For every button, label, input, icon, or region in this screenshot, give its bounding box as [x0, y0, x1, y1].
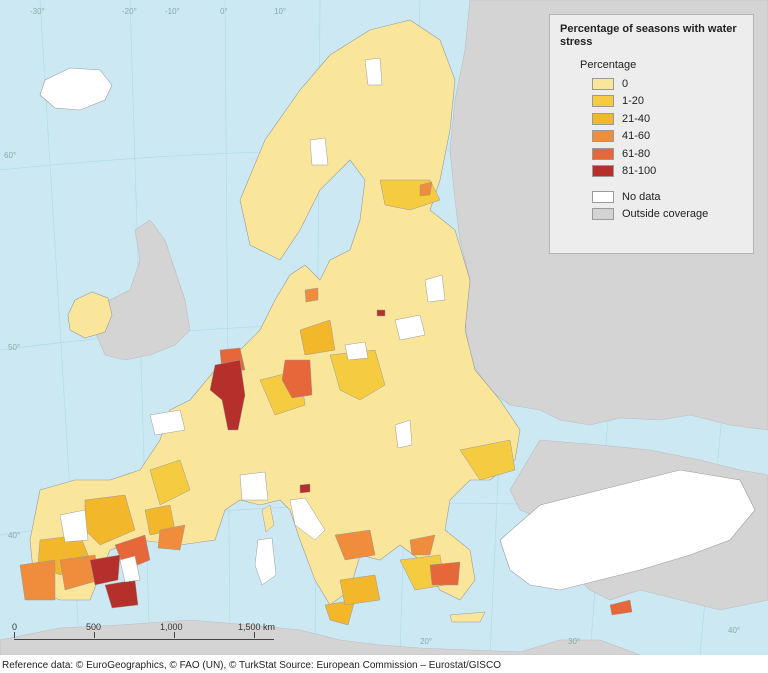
scale-tick: [174, 632, 175, 638]
lon-label: 20°: [420, 637, 432, 646]
legend-item: Outside coverage: [592, 206, 743, 224]
legend-label: 21-40: [622, 112, 651, 125]
sardinia: [254, 537, 277, 586]
legend-swatch: [592, 147, 614, 160]
turkey: [499, 469, 756, 591]
legend-label: 0: [622, 77, 629, 90]
lon-label: -20°: [122, 7, 137, 16]
footer-credits: Reference data: © EuroGeographics, © FAO…: [2, 660, 501, 671]
graticule-labels: -30° -20° -10° 0° 10° 20° 30° 40° 60° 50…: [4, 7, 740, 646]
ireland: [67, 291, 113, 339]
legend-swatch: [592, 190, 614, 203]
legend-title: Percentage of seasons with water stress: [560, 23, 737, 48]
legend-item: 81-100: [592, 163, 743, 181]
legend-swatch: [592, 112, 614, 125]
legend-swatch: [592, 95, 614, 108]
regions: [19, 57, 516, 609]
legend-swatch: [592, 77, 614, 90]
scale-label: 1,500 km: [238, 622, 276, 632]
lon-label: -30°: [30, 7, 45, 16]
legend-label: 41-60: [622, 130, 651, 143]
lat-label: 50°: [8, 343, 20, 352]
legend-subtitle: Percentage: [580, 59, 637, 71]
legend-swatch: [592, 165, 614, 178]
crete: [449, 611, 486, 623]
legend: Percentage of seasons with water stress …: [549, 14, 754, 254]
continent-base: [29, 19, 521, 606]
scale-bar: 0 500 1,000 1,500 km: [10, 622, 290, 644]
legend-swatch: [592, 208, 614, 221]
legend-item: 41-60: [592, 128, 743, 146]
lon-label: -10°: [165, 7, 180, 16]
legend-label: 61-80: [622, 147, 651, 160]
cyprus: [609, 599, 633, 616]
legend-label: 81-100: [622, 165, 657, 178]
lat-label: 60°: [4, 151, 16, 160]
scale-line: [14, 636, 274, 640]
legend-item: 61-80: [592, 145, 743, 163]
legend-swatch: [592, 130, 614, 143]
legend-item: No data: [592, 188, 743, 206]
legend-label: No data: [622, 190, 661, 203]
lon-label: 30°: [568, 637, 580, 646]
corsica: [261, 504, 275, 533]
lat-label: 40°: [8, 531, 20, 540]
lon-label: 40°: [728, 626, 740, 635]
legend-item: 0: [592, 75, 743, 93]
legend-label: Outside coverage: [622, 208, 709, 221]
scale-tick: [94, 632, 95, 638]
legend-item: 21-40: [592, 110, 743, 128]
lon-label: 0°: [220, 7, 228, 16]
scale-tick: [254, 632, 255, 638]
scale-tick: [14, 632, 15, 638]
scale-label: 1,000: [160, 622, 183, 632]
lon-label: 10°: [274, 7, 286, 16]
scale-label: 0: [12, 622, 18, 632]
legend-label: 1-20: [622, 95, 645, 108]
legend-item: 1-20: [592, 93, 743, 111]
scale-label: 500: [86, 622, 102, 632]
iceland: [39, 67, 113, 111]
